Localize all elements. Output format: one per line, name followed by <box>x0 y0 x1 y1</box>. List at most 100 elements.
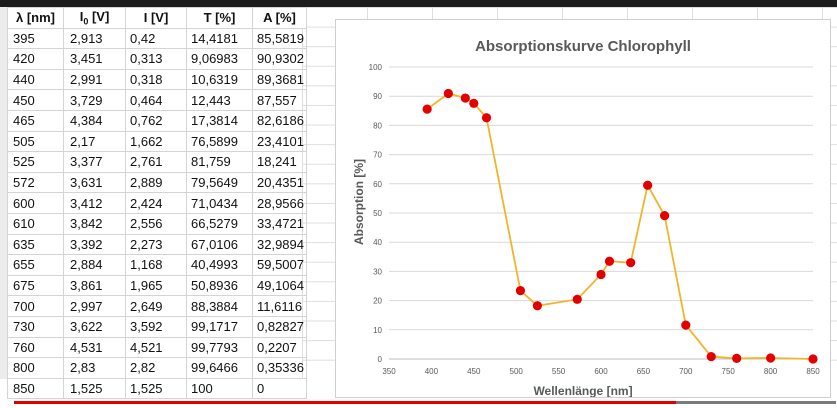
cell-a[interactable]: 85,5819 <box>252 27 307 50</box>
cell-a[interactable]: 87,557 <box>252 89 307 111</box>
cell-a[interactable]: 0,2207 <box>252 336 307 359</box>
cell-t[interactable]: 50,8936 <box>186 274 253 297</box>
x-tick-label: 400 <box>425 367 439 376</box>
cell-lambda[interactable]: 572 <box>7 171 64 194</box>
cell-lambda[interactable]: 465 <box>7 109 64 132</box>
cell-a[interactable]: 23,4101 <box>252 130 307 153</box>
cell-t[interactable]: 67,0106 <box>186 233 253 256</box>
cell-u[interactable]: 0,313 <box>125 48 187 70</box>
cell-u0[interactable]: 2,17 <box>63 130 126 153</box>
cell-u0[interactable]: 3,412 <box>63 192 126 214</box>
cell-a[interactable]: 20,4351 <box>252 171 307 194</box>
cell-u[interactable]: 2,273 <box>125 233 187 256</box>
cell-lambda[interactable]: 450 <box>7 89 64 111</box>
cell-u[interactable]: 0,42 <box>125 27 187 50</box>
cell-t[interactable]: 76,5899 <box>186 130 253 153</box>
cell-u0[interactable]: 2,991 <box>63 68 126 91</box>
cell-lambda[interactable]: 760 <box>7 336 64 359</box>
cell-u0[interactable]: 3,392 <box>63 233 126 256</box>
cell-t[interactable]: 99,7793 <box>186 336 253 359</box>
y-tick-label: 10 <box>373 326 382 335</box>
cell-a[interactable]: 0 <box>252 377 307 400</box>
cell-t[interactable]: 79,5649 <box>186 171 253 194</box>
header-t[interactable]: T [%] <box>186 7 253 29</box>
cell-u0[interactable]: 2,83 <box>63 357 126 379</box>
cell-lambda[interactable]: 730 <box>7 315 64 338</box>
cell-a[interactable]: 0,35336 <box>252 357 307 379</box>
cell-u[interactable]: 2,424 <box>125 192 187 214</box>
cell-lambda[interactable]: 395 <box>7 27 64 50</box>
cell-lambda[interactable]: 440 <box>7 68 64 91</box>
cell-u0[interactable]: 2,997 <box>63 295 126 317</box>
y-tick-label: 80 <box>373 121 382 130</box>
cell-u0[interactable]: 4,384 <box>63 109 126 132</box>
cell-lambda[interactable]: 420 <box>7 48 64 70</box>
header-a[interactable]: A [%] <box>252 7 307 29</box>
cell-a[interactable]: 11,6116 <box>252 295 307 317</box>
cell-lambda[interactable]: 505 <box>7 130 64 153</box>
cell-t[interactable]: 81,759 <box>186 151 253 173</box>
cell-u[interactable]: 2,889 <box>125 171 187 194</box>
cell-u[interactable]: 3,592 <box>125 315 187 338</box>
cell-lambda[interactable]: 635 <box>7 233 64 256</box>
cell-a[interactable]: 32,9894 <box>252 233 307 256</box>
cell-t[interactable]: 71,0434 <box>186 192 253 214</box>
cell-u[interactable]: 1,525 <box>125 377 187 400</box>
cell-t[interactable]: 100 <box>186 377 253 400</box>
cell-u[interactable]: 2,761 <box>125 151 187 173</box>
cell-u[interactable]: 0,464 <box>125 89 187 111</box>
cell-lambda[interactable]: 525 <box>7 151 64 173</box>
cell-u[interactable]: 0,762 <box>125 109 187 132</box>
cell-u[interactable]: 2,82 <box>125 357 187 379</box>
cell-t[interactable]: 99,1717 <box>186 315 253 338</box>
cell-lambda[interactable]: 850 <box>7 377 64 400</box>
cell-u0[interactable]: 1,525 <box>63 377 126 400</box>
cell-lambda[interactable]: 800 <box>7 357 64 379</box>
cell-t[interactable]: 40,4993 <box>186 254 253 276</box>
video-progress-bar[interactable] <box>14 401 836 404</box>
cell-a[interactable]: 33,4721 <box>252 212 307 235</box>
header-u[interactable]: I [V] <box>125 7 187 29</box>
cell-u[interactable]: 2,649 <box>125 295 187 317</box>
cell-u0[interactable]: 3,861 <box>63 274 126 297</box>
table-header-row: λ [nm] I0 [V] I [V] T [%] A [%] <box>7 7 307 29</box>
cell-lambda[interactable]: 700 <box>7 295 64 317</box>
cell-lambda[interactable]: 610 <box>7 212 64 235</box>
cell-t[interactable]: 88,3884 <box>186 295 253 317</box>
cell-u[interactable]: 1,168 <box>125 254 187 276</box>
cell-t[interactable]: 12,443 <box>186 89 253 111</box>
cell-a[interactable]: 59,5007 <box>252 254 307 276</box>
cell-u[interactable]: 2,556 <box>125 212 187 235</box>
cell-a[interactable]: 89,3681 <box>252 68 307 91</box>
cell-a[interactable]: 82,6186 <box>252 109 307 132</box>
header-u0[interactable]: I0 [V] <box>63 7 126 29</box>
cell-a[interactable]: 28,9566 <box>252 192 307 214</box>
cell-u[interactable]: 1,662 <box>125 130 187 153</box>
cell-a[interactable]: 49,1064 <box>252 274 307 297</box>
cell-u0[interactable]: 2,884 <box>63 254 126 276</box>
cell-u0[interactable]: 3,729 <box>63 89 126 111</box>
cell-lambda[interactable]: 655 <box>7 254 64 276</box>
cell-u[interactable]: 1,965 <box>125 274 187 297</box>
cell-a[interactable]: 0,82827 <box>252 315 307 338</box>
cell-lambda[interactable]: 675 <box>7 274 64 297</box>
cell-t[interactable]: 99,6466 <box>186 357 253 379</box>
cell-t[interactable]: 9,06983 <box>186 48 253 70</box>
cell-u0[interactable]: 3,377 <box>63 151 126 173</box>
cell-lambda[interactable]: 600 <box>7 192 64 214</box>
cell-t[interactable]: 10,6319 <box>186 68 253 91</box>
cell-u0[interactable]: 3,631 <box>63 171 126 194</box>
header-lambda[interactable]: λ [nm] <box>7 7 64 29</box>
cell-a[interactable]: 90,9302 <box>252 48 307 70</box>
cell-u0[interactable]: 4,531 <box>63 336 126 359</box>
cell-u0[interactable]: 3,842 <box>63 212 126 235</box>
cell-a[interactable]: 18,241 <box>252 151 307 173</box>
cell-u0[interactable]: 2,913 <box>63 27 126 50</box>
cell-t[interactable]: 17,3814 <box>186 109 253 132</box>
cell-t[interactable]: 66,5279 <box>186 212 253 235</box>
cell-t[interactable]: 14,4181 <box>186 27 253 50</box>
cell-u[interactable]: 0,318 <box>125 68 187 91</box>
cell-u[interactable]: 4,521 <box>125 336 187 359</box>
cell-u0[interactable]: 3,622 <box>63 315 126 338</box>
cell-u0[interactable]: 3,451 <box>63 48 126 70</box>
